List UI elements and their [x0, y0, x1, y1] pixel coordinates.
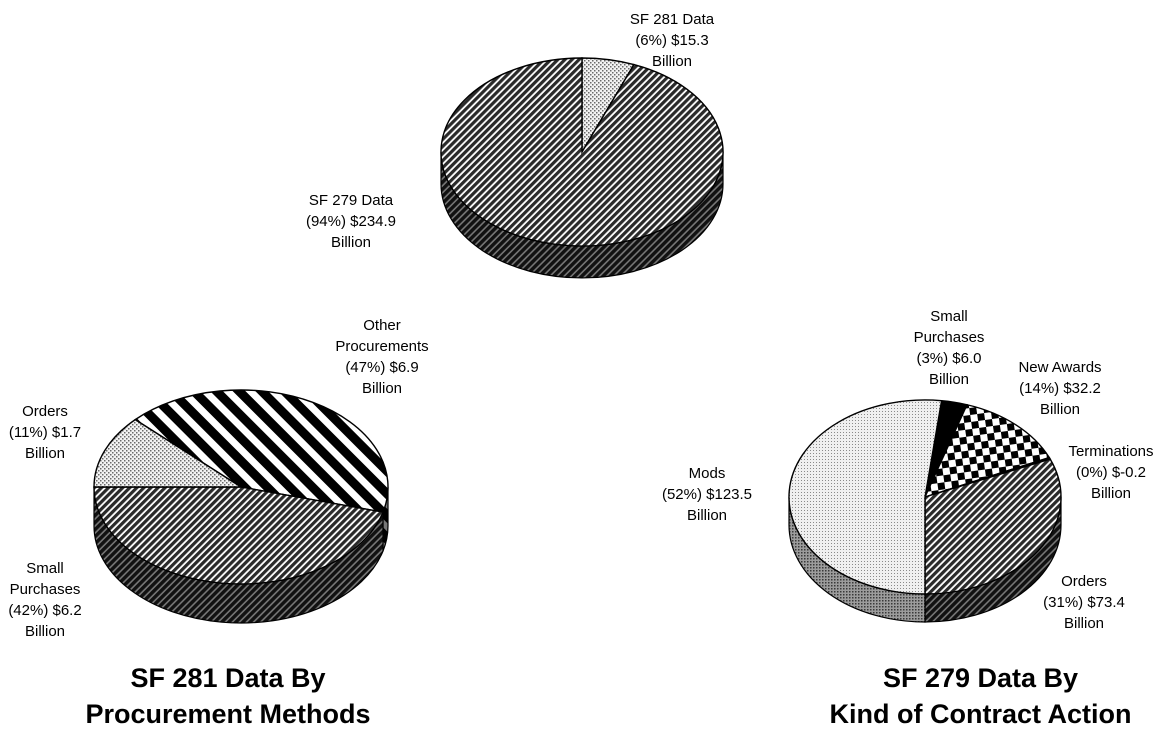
chart-title-sf281: SF 281 Data By Procurement Methods — [58, 660, 398, 732]
pie-2-label-orders-line-1: Orders — [1061, 573, 1107, 590]
chart-title-sf281-line-1: SF 281 Data By — [130, 663, 326, 693]
pie-1-label-small-purchases-line-3: (42%) $6.2 — [8, 602, 81, 619]
pie-1-label-other-procurements: Other Procurements (47%) $6.9 Billion — [335, 317, 428, 397]
pie-2-label-terminations-line-1: Terminations — [1068, 443, 1153, 460]
pie-1-label-other-procurements-line-2: Procurements — [335, 338, 428, 355]
pie-2-label-orders-line-3: Billion — [1064, 615, 1104, 632]
pie-1-label-orders-line-2: (11%) $1.7 — [9, 424, 81, 441]
pie-1-label-other-procurements-line-3: (47%) $6.9 — [345, 359, 418, 376]
pie-2-label-small-purchases-line-3: (3%) $6.0 — [916, 350, 981, 367]
pie-2-label-mods: Mods (52%) $123.5 Billion — [662, 465, 752, 524]
pie-0-label-sf-281-data-line-2: (6%) $15.3 — [635, 32, 708, 49]
chart-title-sf279-line-1: SF 279 Data By — [882, 663, 1079, 693]
pie-0-label-sf-281-data-line-3: Billion — [652, 53, 692, 70]
pie-2-slice-new-awards — [923, 403, 1051, 499]
pie-sf281-procurement-methods: Other Procurements (47%) $6.9 Billion Small P… — [8, 317, 428, 640]
pie-1-label-small-purchases: Small Purchases (42%) $6.2 Billion — [8, 560, 81, 640]
pie-2-label-mods-line-1: Mods — [689, 465, 726, 482]
pie-total-procurement: SF 281 Data (6%) $15.3 Billion SF 279 Data (… — [306, 11, 724, 279]
pie-0-label-sf-279-data-line-1: SF 279 Data — [309, 192, 394, 209]
pie-1-label-small-purchases-line-4: Billion — [25, 623, 65, 640]
pie-2-label-small-purchases: Small Purchases (3%) $6.0 Billion — [914, 308, 985, 388]
pie-2-label-terminations-line-2: (0%) $-0.2 — [1076, 464, 1146, 481]
pie-0-label-sf-281-data: SF 281 Data (6%) $15.3 Billion — [630, 11, 715, 70]
pie-1-label-small-purchases-line-2: Purchases — [10, 581, 81, 598]
pie-1-slice-other-procurements — [133, 389, 389, 513]
pie-0-label-sf-279-data-line-2: (94%) $234.9 — [306, 213, 396, 230]
pie-2-label-new-awards-line-3: Billion — [1040, 401, 1080, 418]
chart-title-sf281-line-2: Procurement Methods — [85, 699, 371, 729]
pie-0-label-sf-279-data-line-3: Billion — [331, 234, 371, 251]
pie-0-label-sf-281-data-line-1: SF 281 Data — [630, 11, 715, 28]
pie-2-label-terminations: Terminations (0%) $-0.2 Billion — [1068, 443, 1153, 502]
pie-2-label-new-awards: New Awards (14%) $32.2 Billion — [1018, 359, 1101, 418]
pie-1-label-orders-line-1: Orders — [22, 403, 68, 420]
pie-2-label-orders: Orders (31%) $73.4 Billion — [1043, 573, 1125, 632]
pie-2-slice-mods — [788, 399, 943, 595]
pie-2-label-mods-line-2: (52%) $123.5 — [662, 486, 752, 503]
pie-1-label-orders: Orders (11%) $1.7 Billion — [9, 403, 81, 462]
pie-1-slice-small-purchases — [93, 486, 384, 585]
pie-0-slice-sf-279-data — [440, 57, 724, 247]
pie-2-label-orders-line-2: (31%) $73.4 — [1043, 594, 1125, 611]
pie-2-label-small-purchases-line-1: Small — [930, 308, 968, 325]
pie-1-slice-orders — [93, 418, 244, 488]
pie-2-label-terminations-line-3: Billion — [1091, 485, 1131, 502]
chart-title-sf279: SF 279 Data By Kind of Contract Action — [786, 660, 1175, 732]
pie-1-label-orders-line-3: Billion — [25, 445, 65, 462]
pie-0-label-sf-279-data: SF 279 Data (94%) $234.9 Billion — [306, 192, 396, 251]
pie-1-label-small-purchases-line-1: Small — [26, 560, 64, 577]
pie-2-label-small-purchases-line-2: Purchases — [914, 329, 985, 346]
pie-2-label-new-awards-line-2: (14%) $32.2 — [1019, 380, 1101, 397]
pie-2-label-new-awards-line-1: New Awards — [1018, 359, 1101, 376]
pie-2-label-mods-line-3: Billion — [687, 507, 727, 524]
pie-1-label-other-procurements-line-4: Billion — [362, 380, 402, 397]
pie-1-label-other-procurements-line-1: Other — [363, 317, 401, 334]
chart-title-sf279-line-2: Kind of Contract Action — [829, 699, 1132, 729]
pie-2-label-small-purchases-line-4: Billion — [929, 371, 969, 388]
pie-2-slice-orders — [924, 458, 1062, 595]
